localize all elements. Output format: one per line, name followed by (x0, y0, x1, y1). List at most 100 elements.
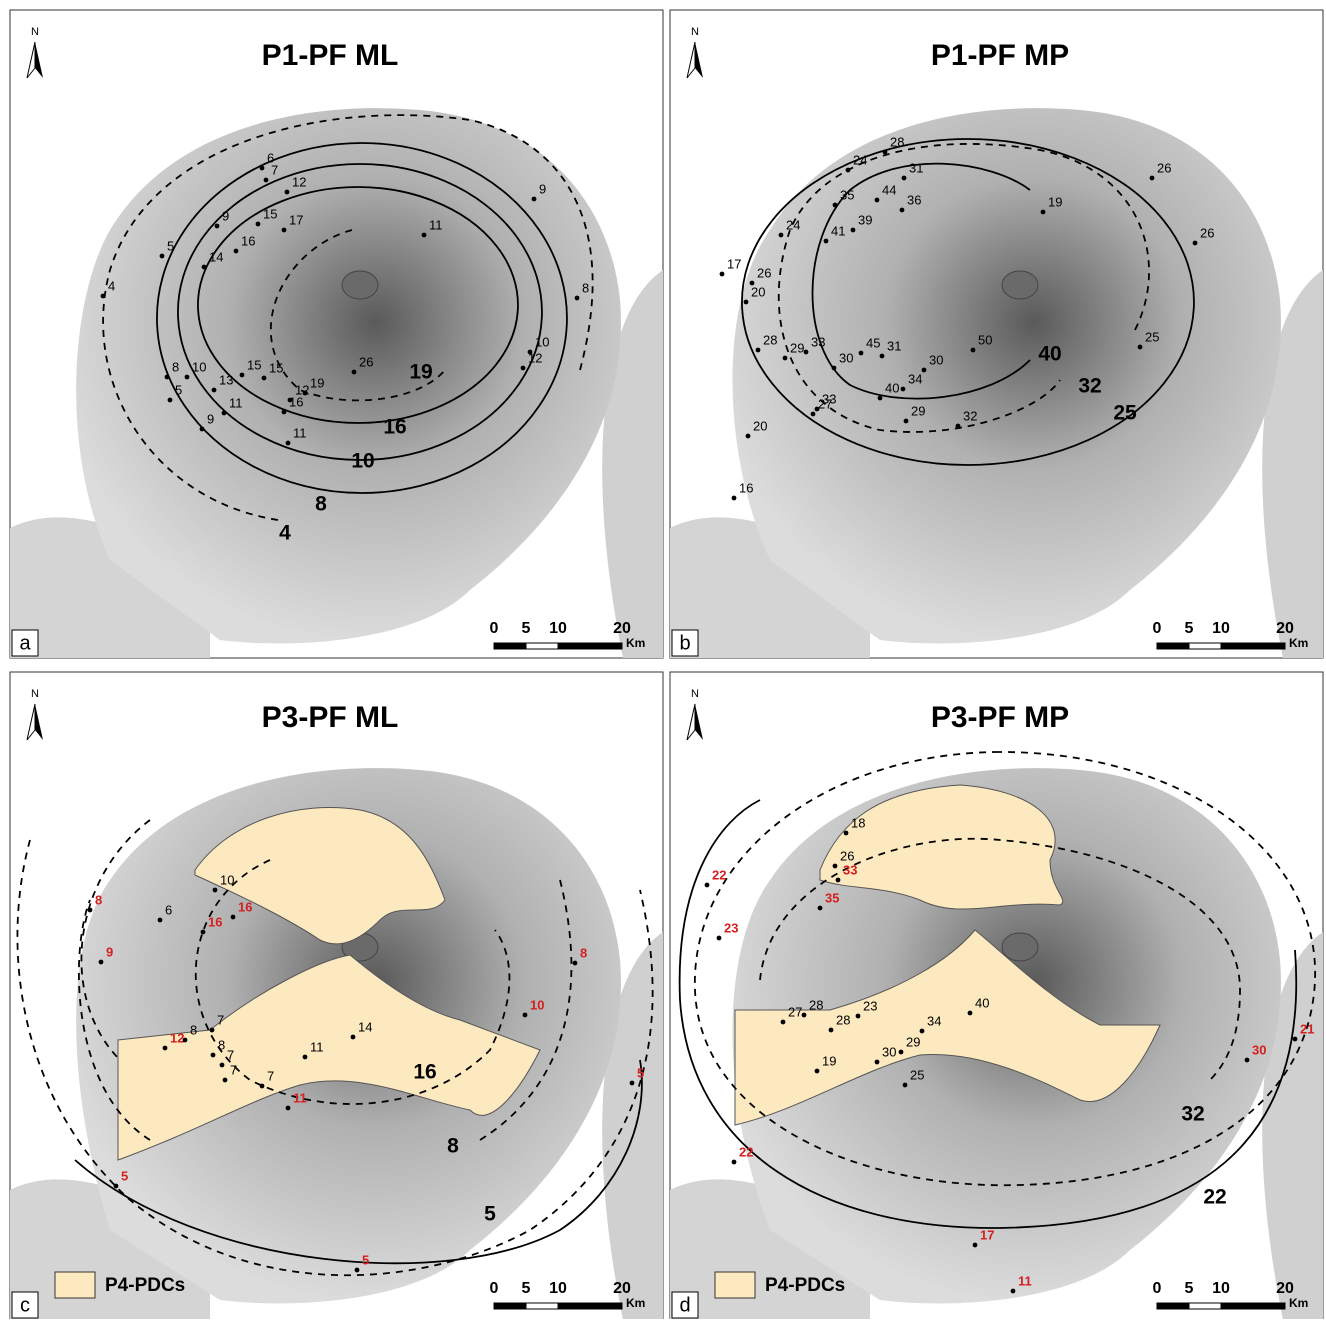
point-label: 26 (1200, 225, 1214, 240)
sample-point (746, 434, 751, 439)
scale-segment (526, 643, 558, 649)
point-label: 19 (1048, 194, 1062, 209)
point-label: 33 (811, 334, 825, 349)
sample-point (811, 412, 816, 417)
isopleth-label: 22 (1203, 1186, 1226, 1209)
point-label: 8 (95, 892, 102, 907)
isopleth-label: 5 (484, 1203, 496, 1226)
sample-point (732, 1160, 737, 1165)
sample-point (99, 960, 104, 965)
map-panel: 6712991517115161448101285101315151926119… (10, 10, 663, 658)
point-label: 8 (172, 359, 179, 374)
point-label: 6 (165, 902, 172, 917)
scale-label: 20 (613, 620, 631, 637)
point-label: 17 (980, 1227, 994, 1242)
point-label: 40 (975, 995, 989, 1010)
panel-letter: d (679, 1294, 690, 1316)
sample-point (1011, 1289, 1016, 1294)
point-label: 16 (739, 480, 753, 495)
point-label: 24 (786, 217, 800, 232)
scale-label: 10 (549, 620, 567, 637)
point-label: 7 (267, 1068, 274, 1083)
sample-point (1193, 241, 1198, 246)
point-label: 27 (788, 1004, 802, 1019)
point-label: 9 (539, 181, 546, 196)
sample-point (573, 961, 578, 966)
point-label: 12 (528, 350, 542, 365)
point-label: 17 (727, 256, 741, 271)
sample-point (286, 441, 291, 446)
sample-point (804, 350, 809, 355)
scale-segment (1157, 643, 1189, 649)
isopleth-label: 16 (383, 416, 406, 439)
sample-point (720, 272, 725, 277)
sample-point (880, 354, 885, 359)
scale-label: 5 (1185, 1280, 1194, 1297)
point-label: 5 (175, 382, 182, 397)
crater (1002, 271, 1038, 299)
point-label: 26 (840, 848, 854, 863)
point-label: 28 (890, 134, 904, 149)
sample-point (163, 1046, 168, 1051)
scale-unit: Km (1289, 636, 1308, 650)
sample-point (1041, 210, 1046, 215)
point-label: 27 (818, 396, 832, 411)
point-label: 14 (209, 249, 223, 264)
scale-unit: Km (626, 1296, 645, 1310)
isopleth-label: 10 (351, 450, 374, 473)
point-label: 28 (836, 1012, 850, 1027)
point-label: 35 (840, 187, 854, 202)
point-label: 12 (170, 1030, 184, 1045)
sample-point (779, 233, 784, 238)
sample-point (833, 203, 838, 208)
north-label: N (31, 26, 39, 38)
point-label: 30 (929, 352, 943, 367)
scale-label: 5 (522, 1280, 531, 1297)
sample-point (903, 1083, 908, 1088)
scale-label: 20 (613, 1280, 631, 1297)
isopleth-label: 25 (1113, 402, 1137, 425)
sample-point (875, 198, 880, 203)
point-label: 21 (1300, 1021, 1314, 1036)
sample-point (260, 1084, 265, 1089)
panel-title: P3-PF ML (262, 701, 399, 734)
sample-point (101, 294, 106, 299)
point-label: 36 (907, 192, 921, 207)
point-label: 50 (978, 332, 992, 347)
point-label: 5 (167, 238, 174, 253)
point-label: 20 (753, 418, 767, 433)
panel-title: P3-PF MP (931, 701, 1069, 734)
point-label: 10 (530, 997, 544, 1012)
point-label: 26 (757, 265, 771, 280)
point-label: 41 (831, 223, 845, 238)
panel-letter: b (679, 632, 690, 654)
sample-point (1293, 1037, 1298, 1042)
map-panel: 2824313544362619394124261726202829333045… (670, 10, 1323, 658)
point-label: 28 (763, 332, 777, 347)
point-label: 29 (790, 340, 804, 355)
point-label: 8 (582, 280, 589, 295)
sample-point (705, 883, 710, 888)
point-label: 9 (106, 944, 113, 959)
point-label: 26 (1157, 160, 1171, 175)
point-label: 18 (851, 815, 865, 830)
sample-point (956, 424, 961, 429)
point-label: 11 (429, 217, 443, 232)
sample-point (973, 1243, 978, 1248)
isopleth-label: 8 (447, 1135, 459, 1158)
point-label: 32 (963, 408, 977, 423)
sample-point (351, 1035, 356, 1040)
point-label: 28 (809, 997, 823, 1012)
sample-point (732, 496, 737, 501)
point-label: 25 (910, 1067, 924, 1082)
sample-point (859, 351, 864, 356)
sample-point (802, 1013, 807, 1018)
sample-point (215, 224, 220, 229)
sample-point (222, 411, 227, 416)
scale-label: 10 (549, 1280, 567, 1297)
point-label: 30 (839, 350, 853, 365)
sample-point (165, 375, 170, 380)
scale-segment (526, 1303, 558, 1309)
point-label: 8 (580, 945, 587, 960)
sample-point (183, 1038, 188, 1043)
